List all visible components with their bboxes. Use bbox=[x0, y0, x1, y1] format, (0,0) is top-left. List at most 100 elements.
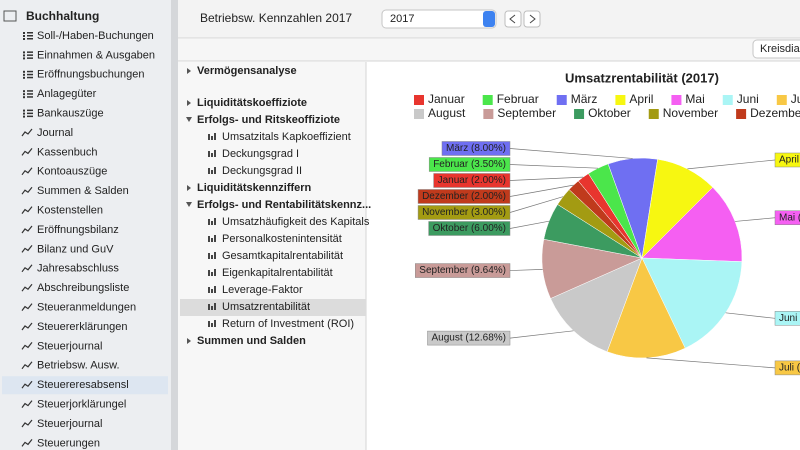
leader-line bbox=[725, 312, 776, 319]
list-icon bbox=[27, 57, 33, 59]
chart-icon bbox=[21, 167, 33, 176]
tree-item[interactable]: Deckungsgrad I bbox=[222, 148, 299, 160]
disclosure bbox=[187, 68, 191, 74]
sidebar-item[interactable]: Eröffnungsbuchungen bbox=[37, 69, 144, 81]
legend-label: März bbox=[571, 92, 598, 106]
list-icon bbox=[27, 54, 33, 56]
sidebar-item[interactable]: Steuererklärungen bbox=[37, 321, 128, 333]
bar-icon bbox=[211, 170, 213, 174]
list-icon bbox=[23, 93, 25, 96]
sidebar-item[interactable]: Steueranmeldungen bbox=[37, 302, 136, 314]
sidebar-item[interactable]: Anlagegüter bbox=[37, 88, 97, 100]
bar-icon bbox=[214, 218, 216, 225]
chart-icon bbox=[21, 186, 33, 195]
list-icon bbox=[23, 32, 25, 34]
sidebar-item[interactable]: Abschreibungsliste bbox=[37, 282, 129, 294]
bar-icon bbox=[208, 236, 210, 242]
sidebar-item[interactable]: Bilanz und GuV bbox=[37, 243, 114, 255]
bar-icon bbox=[208, 253, 210, 259]
legend-label: September bbox=[497, 106, 556, 120]
sidebar-item[interactable]: Kassenbuch bbox=[37, 146, 98, 158]
legend-label: August bbox=[428, 106, 466, 120]
list-icon bbox=[27, 35, 33, 37]
legend-label: Juli bbox=[791, 92, 800, 106]
bar-icon bbox=[214, 150, 216, 157]
sidebar-item[interactable]: Steuerungen bbox=[37, 437, 100, 449]
bar-icon bbox=[208, 270, 210, 276]
legend-swatch bbox=[556, 95, 567, 105]
data-label: August (12.68%) bbox=[432, 333, 507, 344]
bar-icon bbox=[214, 133, 216, 140]
selection-highlight bbox=[2, 376, 168, 395]
legend-swatch bbox=[722, 95, 733, 105]
sidebar-item[interactable]: Bankauszüge bbox=[37, 108, 104, 120]
bar-icon bbox=[214, 303, 216, 310]
legend-label: Oktober bbox=[588, 106, 631, 120]
bar-icon bbox=[208, 304, 210, 310]
tree-group[interactable]: Liquiditätskoeffiziote bbox=[197, 97, 307, 109]
sidebar-scrollbar bbox=[171, 0, 178, 450]
disclosure bbox=[187, 185, 191, 191]
chart-icon bbox=[21, 128, 33, 137]
sidebar-item[interactable]: Steuerjournal bbox=[37, 340, 102, 352]
list-icon bbox=[27, 112, 33, 115]
prev-button[interactable] bbox=[504, 10, 522, 28]
subtoolbar bbox=[178, 39, 800, 61]
bar-icon bbox=[211, 272, 213, 276]
sidebar-item[interactable]: Jahresabschluss bbox=[37, 263, 119, 275]
bar-icon bbox=[211, 289, 213, 293]
tree-item[interactable]: Umsatzhäufigkeit des Kapitals bbox=[222, 216, 370, 228]
chart-icon bbox=[21, 361, 33, 370]
sidebar-item[interactable]: Kontoauszüge bbox=[37, 166, 107, 178]
sidebar-item[interactable]: Steuerjorklärungel bbox=[37, 399, 126, 411]
chart-icon bbox=[21, 303, 33, 311]
tree-group[interactable]: Erfolgs- und Ritskeoffiziote bbox=[197, 114, 340, 126]
list-icon bbox=[23, 115, 25, 118]
sidebar-item[interactable]: Betriebsw. Ausw. bbox=[37, 360, 120, 372]
year-select[interactable] bbox=[381, 9, 497, 29]
tree-item[interactable]: Return of Investment (ROI) bbox=[222, 318, 354, 330]
leader-line bbox=[509, 220, 550, 229]
list-icon bbox=[27, 96, 33, 98]
legend-swatch bbox=[414, 95, 424, 105]
sidebar-item[interactable]: Journal bbox=[37, 127, 73, 139]
list-icon bbox=[27, 32, 33, 34]
legend-label: Februar bbox=[497, 92, 539, 106]
chart-icon bbox=[21, 439, 33, 447]
tree-item[interactable]: Personalkostenintensität bbox=[222, 233, 342, 245]
tree-group[interactable]: Vermögensanalyse bbox=[197, 65, 297, 77]
data-label: Juli (12.79%) bbox=[779, 363, 800, 374]
chart-type-button[interactable] bbox=[752, 39, 800, 59]
list-icon bbox=[23, 57, 25, 60]
sidebar-item[interactable]: Summen & Salden bbox=[37, 185, 129, 197]
next-button[interactable] bbox=[523, 10, 541, 28]
bar-icon bbox=[208, 321, 210, 327]
list-icon bbox=[27, 70, 33, 73]
list-icon bbox=[27, 109, 33, 112]
leader-line bbox=[509, 269, 543, 271]
tree-item[interactable]: Eigenkapitalrentabilität bbox=[222, 267, 333, 279]
list-icon bbox=[23, 38, 25, 40]
tree-group[interactable]: Erfolgs- und Rentabilitätskennz... bbox=[197, 199, 371, 211]
sidebar-item[interactable]: Kostenstellen bbox=[37, 205, 103, 217]
chart-icon bbox=[21, 283, 33, 292]
tree-item[interactable]: Gesamtkapitalrentabilität bbox=[222, 250, 343, 262]
sidebar-item[interactable]: Steuerjournal bbox=[37, 418, 102, 430]
tree-group[interactable]: Summen und Salden bbox=[197, 335, 306, 347]
bar-icon bbox=[211, 323, 213, 327]
chart-icon bbox=[21, 322, 33, 331]
bar-icon bbox=[214, 252, 216, 259]
tree-item[interactable]: Umsatzitals Kapkoeffizient bbox=[222, 131, 351, 143]
data-label: Dezember (2.00%) bbox=[422, 191, 506, 202]
sidebar-item[interactable]: Soll-/Haben-Buchungen bbox=[37, 30, 154, 42]
tree-item[interactable]: Leverage-Faktor bbox=[222, 284, 303, 296]
sidebar-item[interactable]: Einnahmen & Ausgaben bbox=[37, 49, 155, 61]
tree-item[interactable]: Deckungsgrad II bbox=[222, 165, 302, 177]
data-label: Februar (3.50%) bbox=[433, 159, 506, 170]
sidebar-item[interactable]: Eröffnungsbilanz bbox=[37, 224, 119, 236]
sidebar-item[interactable]: Steuereresabsensl bbox=[37, 379, 129, 391]
tree-item[interactable]: Umsatzrentabilität bbox=[222, 301, 310, 313]
tree-group[interactable]: Liquiditätskennziffern bbox=[197, 182, 312, 194]
list-icon bbox=[23, 109, 25, 112]
bar-icon bbox=[214, 235, 216, 242]
